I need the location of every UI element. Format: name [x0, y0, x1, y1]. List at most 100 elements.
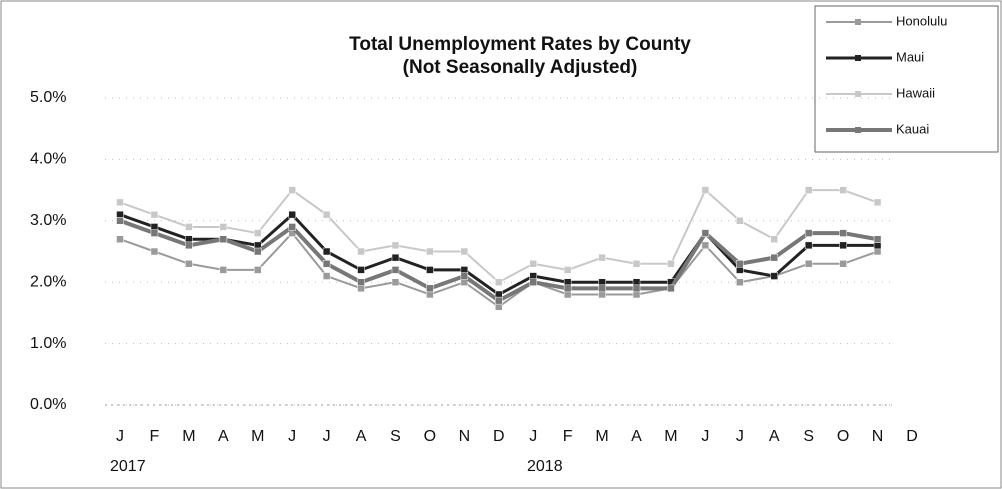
marker: [391, 278, 400, 286]
marker: [529, 278, 537, 286]
legend-label: Maui: [896, 49, 924, 64]
marker: [736, 217, 744, 225]
marker: [185, 260, 193, 268]
legend-label: Kauai: [896, 121, 929, 136]
marker: [839, 186, 847, 194]
x-tick-label: A: [769, 428, 780, 445]
legend-label: Honolulu: [896, 13, 947, 28]
x-tick-label: J: [288, 428, 296, 445]
marker: [529, 260, 537, 268]
x-tick-label: J: [116, 428, 124, 445]
x-tick-label: S: [390, 428, 401, 445]
year-label: 2018: [527, 458, 563, 475]
legend-marker: [855, 19, 861, 25]
legend-marker: [855, 91, 861, 97]
marker: [116, 198, 124, 207]
marker: [701, 186, 710, 194]
x-tick-label: S: [803, 428, 814, 445]
marker: [598, 284, 606, 293]
marker: [357, 278, 365, 286]
y-tick-label: 0.0%: [30, 396, 66, 413]
marker: [357, 247, 365, 256]
marker: [426, 247, 434, 256]
marker: [563, 284, 572, 293]
marker: [391, 241, 400, 250]
marker: [357, 266, 365, 274]
marker: [426, 284, 434, 293]
marker: [736, 260, 744, 268]
marker: [185, 223, 193, 231]
marker: [495, 296, 503, 305]
marker: [219, 235, 228, 243]
marker: [253, 247, 262, 256]
marker: [288, 210, 296, 219]
marker: [288, 186, 296, 194]
x-tick-label: M: [664, 428, 677, 445]
marker: [495, 278, 503, 286]
marker: [150, 229, 159, 237]
x-tick-label: A: [356, 428, 367, 445]
marker: [804, 241, 813, 250]
x-tick-label: D: [493, 428, 505, 445]
marker: [701, 241, 710, 250]
y-tick-label: 1.0%: [30, 335, 66, 352]
marker: [770, 253, 779, 262]
y-tick-label: 2.0%: [30, 273, 66, 290]
x-tick-label: M: [251, 428, 264, 445]
x-tick-label: J: [529, 428, 537, 445]
x-tick-label: O: [424, 428, 436, 445]
marker: [770, 235, 779, 243]
marker: [839, 241, 847, 250]
marker: [150, 210, 159, 219]
marker: [598, 253, 606, 262]
x-tick-label: M: [595, 428, 608, 445]
marker: [253, 229, 262, 237]
legend-marker: [855, 55, 861, 61]
series-line: [119, 188, 878, 284]
marker: [150, 247, 159, 256]
x-tick-label: J: [701, 428, 709, 445]
marker: [219, 223, 228, 231]
x-tick-label: O: [837, 428, 849, 445]
marker: [116, 217, 124, 225]
marker: [322, 272, 331, 280]
x-tick-label: D: [906, 428, 918, 445]
x-tick-label: F: [150, 428, 160, 445]
marker: [632, 260, 641, 268]
marker: [426, 266, 434, 274]
y-tick-label: 5.0%: [30, 89, 66, 106]
x-tick-label: J: [323, 428, 331, 445]
marker: [185, 241, 193, 250]
x-tick-label: N: [872, 428, 884, 445]
marker: [873, 198, 882, 207]
marker: [736, 278, 744, 286]
legend-marker: [855, 127, 861, 133]
marker: [701, 229, 710, 237]
marker: [253, 266, 262, 274]
y-tick-label: 3.0%: [30, 212, 66, 229]
x-tick-label: N: [459, 428, 471, 445]
marker: [563, 266, 572, 274]
y-tick-label: 4.0%: [30, 151, 66, 168]
marker: [632, 284, 641, 293]
legend-label: Hawaii: [896, 85, 935, 100]
marker: [804, 186, 813, 194]
marker: [460, 247, 469, 256]
x-tick-label: A: [218, 428, 229, 445]
x-tick-label: F: [563, 428, 573, 445]
marker: [873, 235, 882, 243]
marker: [839, 260, 847, 268]
marker: [288, 223, 296, 231]
marker: [391, 266, 400, 274]
x-tick-label: A: [631, 428, 642, 445]
legend: [814, 5, 999, 153]
marker: [322, 247, 331, 256]
x-tick-label: M: [182, 428, 195, 445]
marker: [322, 260, 331, 268]
year-label: 2017: [110, 458, 146, 475]
marker: [770, 272, 779, 280]
marker: [667, 260, 675, 268]
marker: [460, 272, 469, 280]
